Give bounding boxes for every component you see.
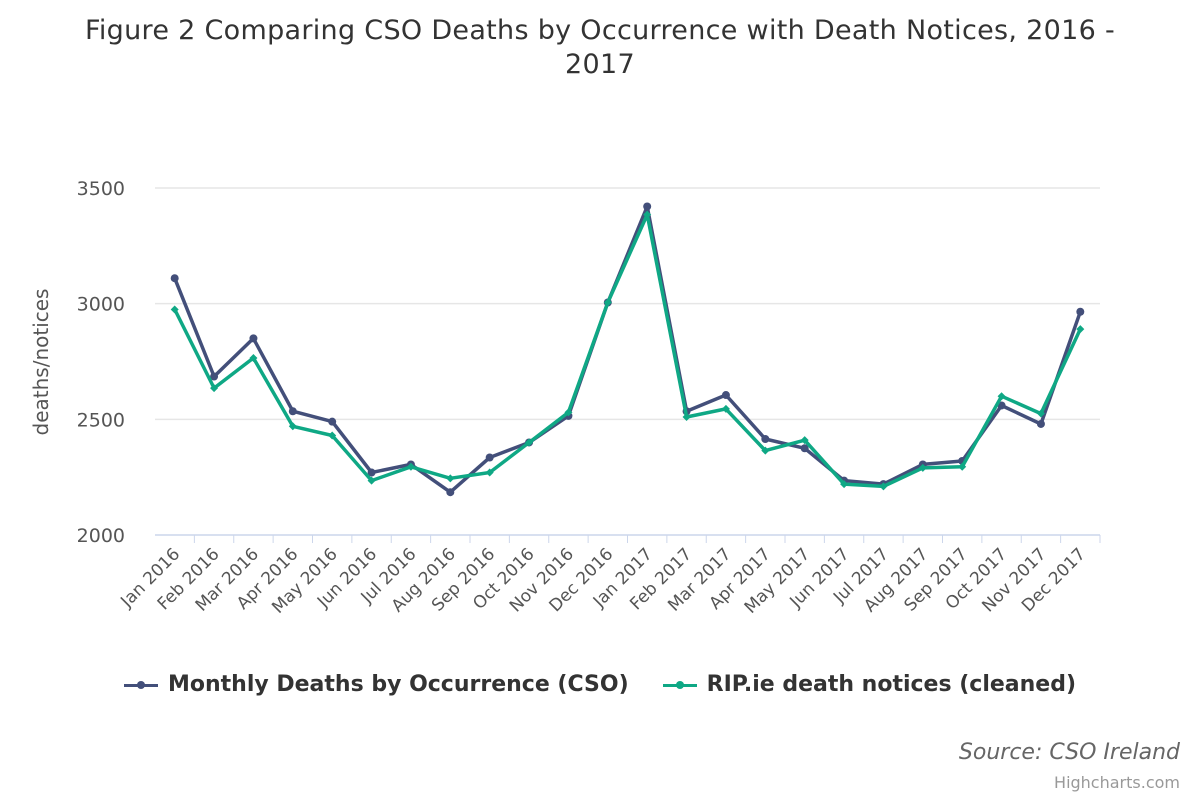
data-point — [761, 434, 770, 443]
data-point — [800, 444, 809, 453]
data-point — [288, 407, 297, 416]
y-tick-label-2000: 2000 — [77, 525, 125, 547]
data-point — [485, 468, 494, 477]
data-point — [525, 438, 534, 447]
y-tick-label-2500: 2500 — [77, 409, 125, 431]
legend-item-ripie[interactable]: RIP.ie death notices (cleaned) — [662, 672, 1077, 697]
data-point — [485, 453, 494, 462]
data-point — [643, 210, 652, 219]
data-point — [249, 334, 258, 343]
legend-item-cso[interactable]: Monthly Deaths by Occurrence (CSO) — [123, 672, 629, 697]
data-point — [1036, 419, 1045, 428]
data-point — [406, 462, 415, 471]
chart-title: Figure 2 Comparing CSO Deaths by Occurre… — [85, 15, 1115, 80]
series-line-ripie — [172, 212, 1083, 489]
data-point — [170, 305, 179, 314]
data-point — [210, 372, 219, 381]
data-point — [721, 404, 730, 413]
series-line-cso — [172, 204, 1083, 494]
credits-link[interactable]: Highcharts.com — [1054, 773, 1180, 792]
data-point — [997, 401, 1006, 410]
data-point — [170, 274, 179, 283]
data-point — [1076, 325, 1085, 334]
data-point — [918, 463, 927, 472]
y-tick-label-3000: 3000 — [77, 294, 125, 316]
data-point — [1076, 307, 1085, 316]
data-point — [603, 298, 612, 307]
data-point — [1036, 409, 1045, 418]
data-point — [446, 488, 455, 497]
data-point — [328, 417, 337, 426]
legend-marker-cso — [123, 678, 158, 692]
legend: Monthly Deaths by Occurrence (CSO) RIP.i… — [0, 672, 1200, 697]
data-point — [643, 202, 652, 211]
legend-label-cso: Monthly Deaths by Occurrence (CSO) — [167, 672, 629, 697]
legend-label-ripie: RIP.ie death notices (cleaned) — [706, 672, 1077, 697]
source-note: Source: CSO Ireland — [958, 740, 1180, 765]
data-point — [721, 391, 730, 400]
series-ripie — [170, 210, 1085, 491]
data-point — [328, 431, 337, 440]
data-point — [840, 480, 849, 489]
data-point — [879, 482, 888, 491]
y-tick-label-3500: 3500 — [77, 178, 125, 200]
data-point — [210, 384, 219, 393]
data-point — [997, 392, 1006, 401]
legend-dot-ripie — [675, 680, 684, 689]
data-point — [682, 413, 691, 422]
data-point — [958, 462, 967, 471]
data-point — [800, 436, 809, 445]
data-point — [367, 476, 376, 485]
data-point — [564, 408, 573, 417]
series-cso — [170, 202, 1085, 497]
legend-marker-ripie — [662, 678, 697, 692]
data-point — [446, 474, 455, 483]
data-point — [367, 468, 376, 477]
y-axis-title: deaths/notices — [29, 289, 53, 436]
legend-dot-cso — [136, 680, 145, 689]
data-point — [288, 422, 297, 431]
data-point — [761, 446, 770, 455]
y-axis: 2000 2500 3000 3500 — [77, 178, 125, 547]
grid-lines — [155, 187, 1100, 536]
data-point — [249, 354, 258, 363]
series-area — [170, 202, 1085, 497]
